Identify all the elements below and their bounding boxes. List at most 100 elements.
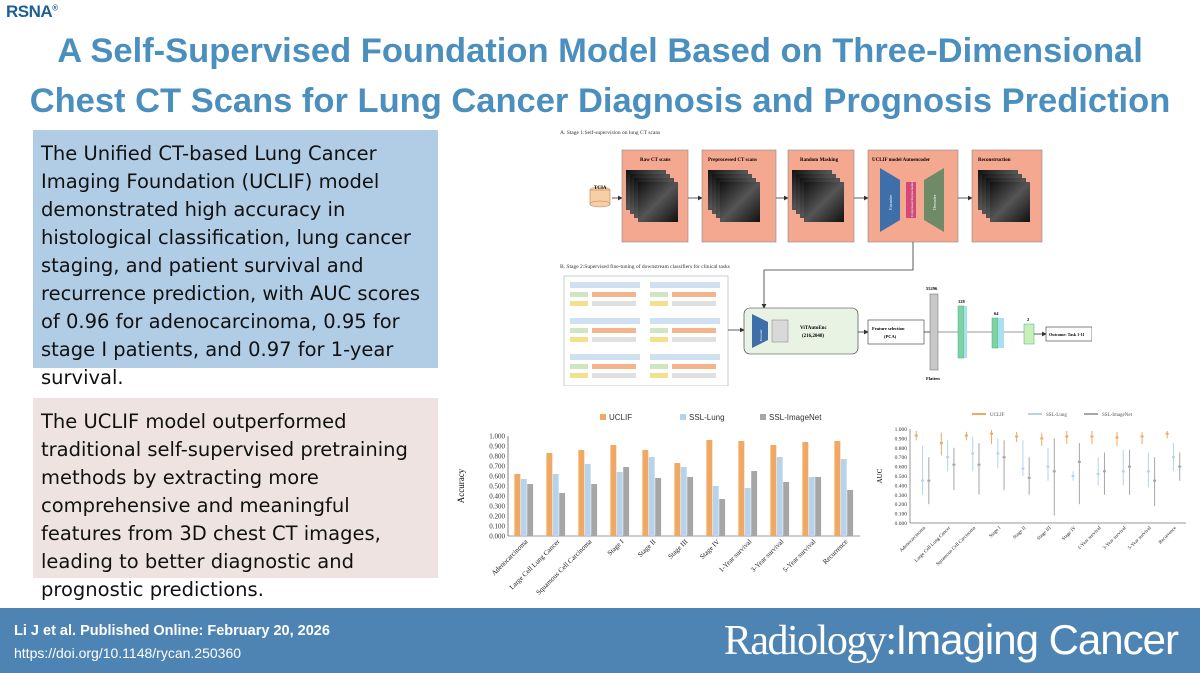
legend-label: UCLIF (990, 413, 1005, 418)
median-mark (996, 452, 1000, 455)
median-mark (1115, 436, 1119, 439)
stage2-title: B. Stage 2:Supervised fine-tuning of dow… (560, 263, 730, 270)
y-tick-label: 0.100 (895, 512, 908, 518)
feature-selection-box (867, 319, 925, 345)
bar (514, 474, 521, 536)
y-tick-label: 0.500 (489, 483, 505, 491)
bar (552, 474, 559, 536)
latent-label: Compressed Representation (910, 181, 914, 217)
summary-box-comparison: The UCLIF model outperformed traditional… (33, 398, 438, 601)
bar (610, 445, 617, 536)
summary-box-findings: The Unified CT-based Lung Cancer Imaging… (33, 130, 438, 389)
median-mark (971, 452, 975, 455)
median-mark (1146, 470, 1150, 473)
bar (751, 471, 758, 536)
bar (712, 486, 719, 536)
x-tick-label: Stage II (636, 537, 658, 559)
box-label-autoencoder: UCLIF model Autoencoder (872, 158, 931, 163)
legend-label: SSL-Lung (1046, 413, 1067, 418)
median-mark (939, 442, 943, 445)
y-tick-label: 0.400 (895, 483, 908, 489)
bar (776, 457, 783, 536)
median-mark (1090, 435, 1094, 438)
y-tick-label: 0.200 (895, 502, 908, 508)
y-tick-label: 0.700 (489, 463, 505, 471)
dim-label-2: 64 (994, 311, 999, 316)
flatten-label: Flatten (926, 376, 940, 381)
bar (655, 478, 662, 536)
bar (680, 467, 687, 536)
outcome-label: Outcome: Task 1-11 (1049, 332, 1085, 337)
bar (674, 463, 681, 536)
feature-label-2: (PCA) (884, 334, 897, 339)
median-mark (1027, 476, 1031, 479)
doi-link[interactable]: https://doi.org/10.1148/rycan.250360 (14, 645, 242, 661)
bar (578, 450, 585, 536)
y-tick-label: 0.900 (895, 436, 908, 442)
bar (744, 488, 751, 536)
task-panel (563, 275, 729, 386)
median-mark (964, 434, 968, 437)
bar (648, 457, 655, 536)
x-tick-label: 1-Year survival (1077, 525, 1103, 551)
stage1-box-autoencoder (867, 149, 959, 243)
median-mark (1021, 467, 1025, 470)
y-tick-label: 0.700 (895, 455, 908, 461)
bar (834, 441, 841, 536)
layer-64 (991, 317, 999, 349)
x-tick-label: Adenocarcinoma (899, 525, 927, 553)
median-mark (1096, 473, 1100, 476)
tcia-label: TCIA (594, 186, 607, 191)
median-mark (1140, 435, 1144, 438)
median-mark (1002, 456, 1006, 459)
median-mark (1040, 437, 1044, 440)
vit-label-2: (216,2048) (802, 334, 824, 339)
y-axis-label: Accuracy (456, 468, 466, 503)
median-mark (946, 456, 950, 459)
bar (783, 482, 790, 536)
page-title: A Self-Supervised Foundation Model Based… (0, 26, 1200, 126)
encoder-label: Encoder (888, 195, 893, 210)
bar (815, 477, 822, 536)
bar (642, 450, 649, 536)
median-mark (1046, 465, 1050, 468)
legend-label: UCLIF (609, 413, 632, 422)
legend-label: SSL-ImageNet (1102, 413, 1133, 418)
bar (616, 472, 623, 536)
legend-swatch (600, 414, 606, 420)
stage1-title: A. Stage 1:Self-supervision on lung CT s… (560, 129, 660, 136)
stage1-box-masking (787, 149, 855, 243)
y-tick-label: 0.500 (895, 474, 908, 480)
x-tick-label: Stage I (989, 526, 1003, 540)
title-line-1: A Self-Supervised Foundation Model Based… (57, 32, 1143, 70)
legend-label: SSL-Lung (689, 413, 725, 422)
outcome-box (1045, 326, 1092, 342)
bar (840, 459, 847, 536)
x-tick-label: Recurrence (1158, 525, 1178, 545)
box-label-preprocessed: Preprocessed CT scans (708, 158, 757, 163)
median-mark (1015, 435, 1019, 438)
x-tick-label: Stage III (667, 537, 690, 560)
stage1-box-preprocessed (701, 149, 777, 243)
y-tick-label: 0.200 (489, 513, 505, 521)
bar (687, 477, 694, 536)
median-mark (1128, 465, 1132, 468)
y-tick-label: 0.000 (489, 533, 505, 541)
median-mark (952, 463, 956, 466)
bar (591, 484, 598, 536)
median-mark (1121, 470, 1125, 473)
median-mark (921, 479, 925, 482)
bar (770, 445, 777, 536)
y-tick-label: 0.300 (489, 503, 505, 511)
bar (719, 499, 726, 536)
layer-flatten (929, 293, 939, 371)
footer-bar (0, 608, 1200, 673)
pipeline-figure: A. Stage 1:Self-supervision on lung CT s… (560, 129, 1092, 386)
median-mark (1102, 470, 1106, 473)
x-tick-label: Stage IV (698, 538, 721, 561)
legend-swatch (680, 414, 686, 420)
y-tick-label: 0.600 (489, 473, 505, 481)
median-mark (1153, 479, 1157, 482)
median-mark (914, 434, 918, 437)
bar (847, 490, 854, 536)
